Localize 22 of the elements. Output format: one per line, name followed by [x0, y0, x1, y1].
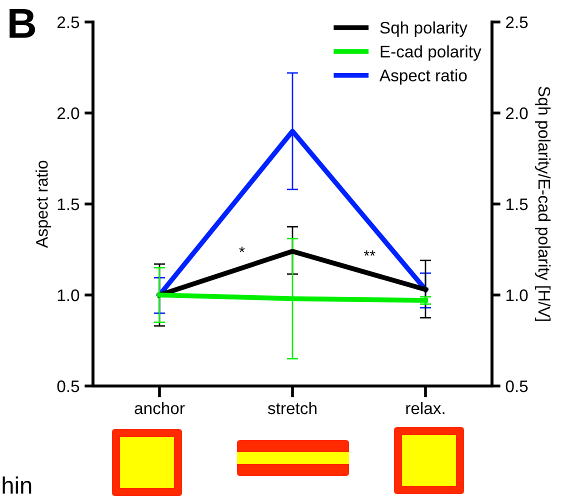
legend-label: E-cad polarity [380, 45, 482, 61]
y-tick-label: 2.0 [57, 107, 80, 120]
y2-tick-label: 0.5 [506, 380, 528, 392]
chart-title: B [10, 9, 36, 38]
x-tick-label: anchor [134, 402, 185, 414]
text: hin [2, 476, 32, 494]
y2-tick-label: 1.0 [506, 289, 528, 302]
x-tick-label: relax. [406, 402, 444, 414]
y2-tick-label: 2.5 [506, 16, 528, 28]
y2-tick-label: 2.0 [506, 107, 528, 120]
annotation: ** [364, 250, 376, 256]
y-tick-label: 2.5 [57, 16, 80, 28]
y-axis-title: Aspect ratio [36, 160, 52, 248]
y-tick-label: 1.5 [58, 198, 80, 210]
annotation: * [239, 246, 245, 252]
legend-label: Sqh polarity [380, 21, 468, 37]
y2-tick-label: 1.5 [506, 198, 528, 210]
y-tick-label: 1.0 [58, 289, 80, 302]
x-tick-label: stretch [268, 402, 316, 414]
y-tick-label: 0.5 [57, 380, 80, 392]
legend-label: Aspect ratio [379, 69, 467, 85]
y2-axis-title: Sqh polarity/E-cad polarity [H/V] [535, 86, 551, 321]
